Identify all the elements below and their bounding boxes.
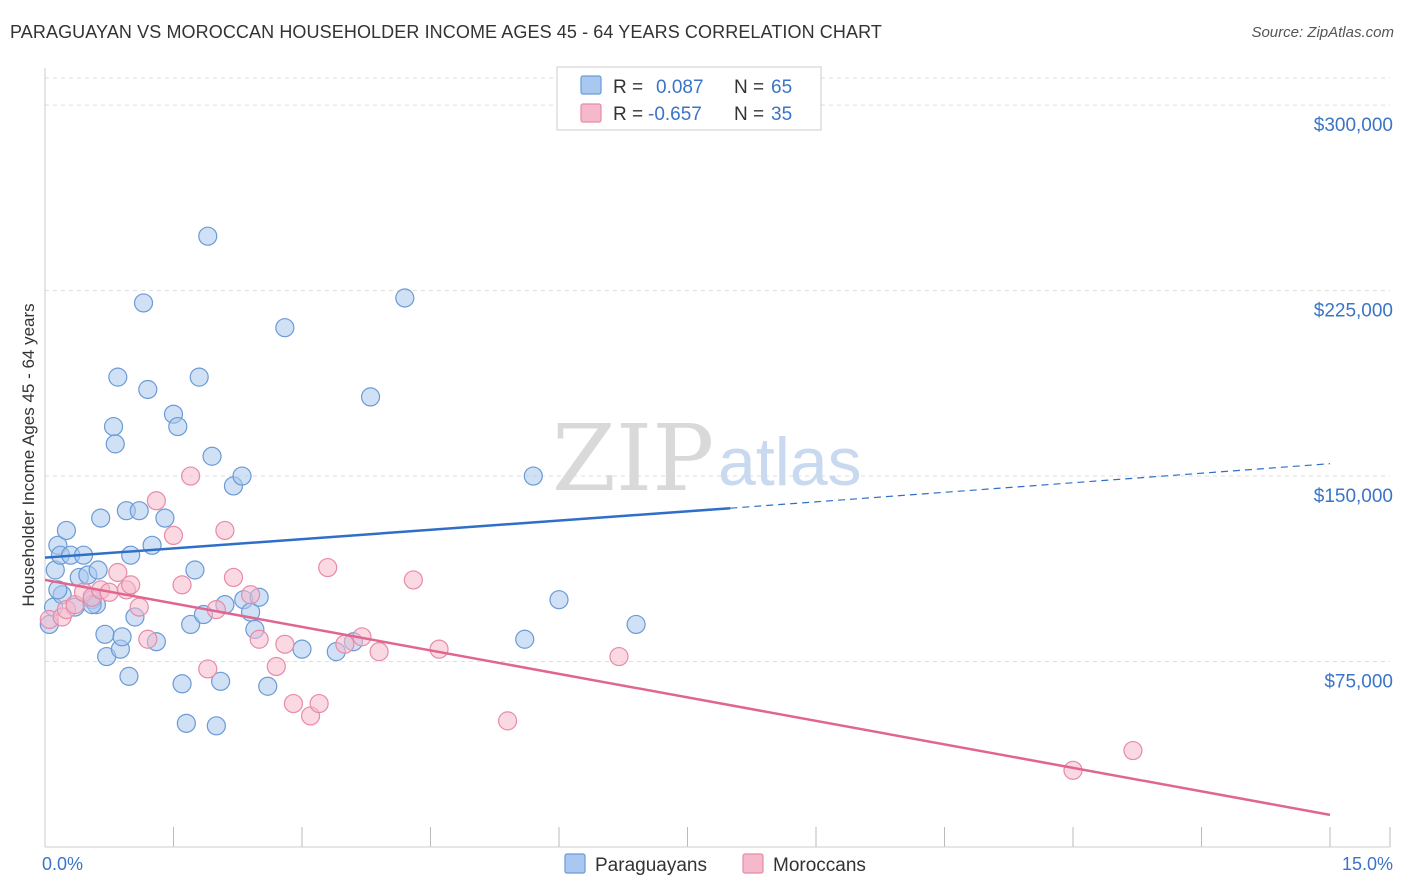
paraguayan-point (105, 434, 125, 454)
moroccan-trend-line (44, 578, 1331, 817)
paraguayan-point (360, 387, 381, 407)
paraguayan-point (189, 367, 209, 387)
paraguayan-point (88, 560, 108, 580)
series-legend: Paraguayans Moroccans (564, 853, 866, 876)
moroccan-point (498, 711, 518, 731)
paraguayan-point (181, 614, 201, 635)
moroccan-points (39, 466, 1143, 780)
paraguayan-point (258, 676, 278, 696)
legend-n-label-moroccan: N = (734, 104, 764, 125)
stats-legend: R = 0.087 N = 65 R = -0.657 N = 35 (556, 66, 822, 131)
paraguayan-point (232, 466, 252, 486)
paraguayan-point (515, 629, 535, 649)
paraguayan-point (198, 226, 218, 246)
paraguayan-point (206, 716, 226, 736)
y-tick-label: $75,000 (1324, 672, 1393, 693)
paraguayan-point (275, 318, 295, 338)
legend-r-value-moroccan: -0.657 (648, 104, 702, 125)
moroccan-point (1063, 760, 1083, 780)
paraguayan-point (129, 501, 149, 521)
paraguayan-point (91, 508, 111, 528)
moroccan-point (129, 597, 149, 617)
moroccan-point (215, 520, 235, 541)
moroccan-point (249, 629, 269, 649)
paraguayan-point (56, 520, 77, 541)
y-tick-label: $225,000 (1314, 301, 1393, 322)
moroccan-point (283, 693, 304, 714)
paraguayan-point (168, 416, 188, 437)
paraguayan-point (48, 580, 68, 600)
paraguayan-point (395, 288, 415, 308)
series-legend-swatch-paraguayans (564, 853, 586, 874)
series-legend-label-paraguayans: Paraguayans (595, 855, 707, 876)
paraguayan-point (176, 713, 196, 733)
paraguayan-point (292, 639, 312, 659)
paraguayan-point (626, 614, 646, 635)
moroccan-point (429, 639, 449, 659)
moroccan-point (172, 575, 192, 595)
legend-r-value-paraguayan: 0.087 (656, 77, 704, 98)
y-tick-label: $150,000 (1314, 486, 1393, 507)
paraguayan-point (202, 446, 222, 466)
paraguayan-point (155, 508, 175, 528)
moroccan-point (223, 567, 244, 588)
paraguayan-point (95, 624, 115, 644)
x-tick-label-max: 15.0% (1342, 854, 1393, 874)
paraguayan-point (103, 416, 124, 437)
legend-n-value-moroccan: 35 (771, 104, 792, 125)
chart-title: PARAGUAYAN VS MOROCCAN HOUSEHOLDER INCOM… (10, 22, 882, 42)
legend-r-label-moroccan: R = (613, 104, 643, 125)
moroccan-point (108, 562, 128, 583)
moroccan-point (1123, 740, 1143, 761)
moroccan-point (318, 557, 338, 578)
series-legend-swatch-moroccans (742, 853, 764, 874)
legend-n-label-paraguayan: N = (734, 77, 764, 98)
paraguayan-point (549, 590, 569, 610)
moroccan-point (146, 491, 166, 511)
watermark: ZIP atlas (552, 405, 862, 512)
x-tick-label-min: 0.0% (42, 854, 83, 874)
paraguayan-point (119, 666, 139, 686)
paraguayan-point (108, 367, 128, 387)
paraguayan-point (172, 674, 192, 694)
moroccan-point (121, 575, 141, 595)
moroccan-point (163, 525, 184, 546)
watermark-zip: ZIP (552, 405, 714, 512)
legend-swatch-moroccan (580, 103, 602, 123)
paraguayan-point (133, 293, 154, 313)
moroccan-point (609, 646, 629, 667)
x-tick-labels: 0.0% 15.0% (42, 854, 1393, 874)
moroccan-point (369, 642, 389, 662)
y-axis-label: Householder Income Ages 45 - 64 years (19, 303, 38, 606)
y-tick-labels: $75,000 $150,000 $225,000 $300,000 (1314, 115, 1393, 692)
moroccan-point (138, 629, 158, 649)
source-label: Source: ZipAtlas.com (1251, 24, 1394, 41)
paraguayan-point (211, 671, 231, 691)
paraguayan-point (185, 560, 205, 580)
moroccan-point (241, 585, 261, 605)
trend-lines (44, 463, 1331, 817)
moroccan-point (266, 656, 286, 677)
paraguayan-trend-line (44, 506, 731, 559)
legend-n-value-paraguayan: 65 (771, 77, 792, 98)
moroccan-point (275, 634, 295, 654)
paraguayan-trend-extension (730, 463, 1331, 509)
paraguayan-point (121, 545, 141, 565)
moroccan-point (198, 659, 218, 679)
legend-swatch-paraguayan (580, 75, 602, 95)
y-tick-label: $300,000 (1314, 115, 1393, 136)
watermark-atlas: atlas (718, 424, 862, 500)
paraguayan-point (138, 379, 158, 400)
legend-r-label-paraguayan: R = (613, 77, 643, 98)
moroccan-point (309, 693, 329, 714)
paraguayan-point (112, 627, 132, 647)
axes (44, 68, 1390, 848)
moroccan-point (335, 634, 355, 654)
moroccan-point (181, 466, 201, 486)
moroccan-point (403, 570, 423, 590)
series-legend-label-moroccans: Moroccans (773, 855, 866, 876)
paraguayan-point (523, 466, 543, 486)
